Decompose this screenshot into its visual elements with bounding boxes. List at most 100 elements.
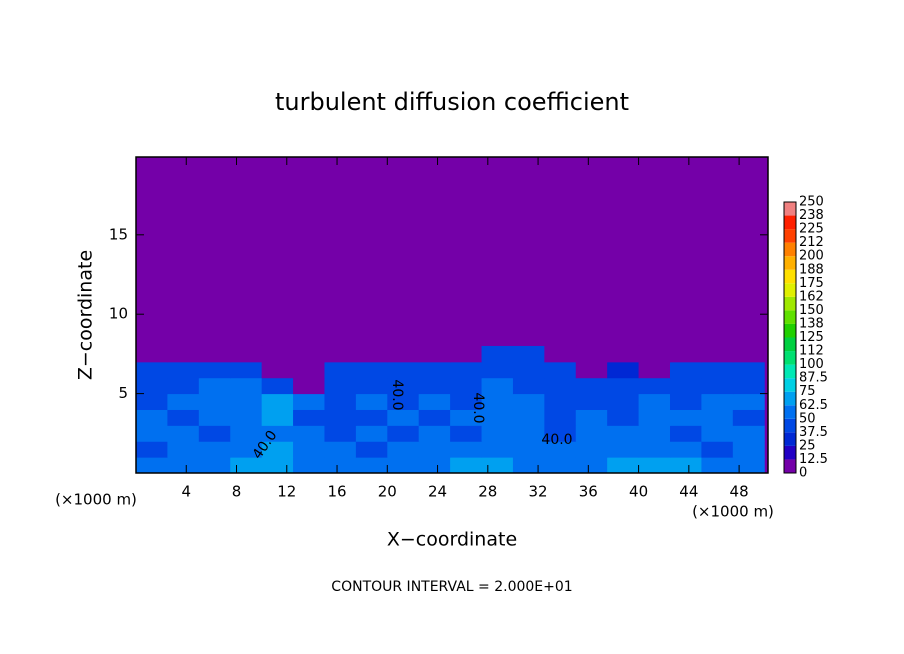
field-cell	[607, 393, 640, 410]
field-cell	[607, 409, 640, 426]
field-cell	[167, 377, 200, 395]
field-cell	[607, 361, 640, 379]
field-cell	[230, 441, 263, 458]
colorbar-label: 62.5	[799, 398, 828, 413]
field-cell	[481, 345, 514, 363]
field-cell	[355, 457, 388, 474]
field-cell	[387, 457, 420, 474]
field-cell	[512, 441, 545, 458]
field-cell	[293, 425, 325, 442]
colorbar-label: 125	[799, 330, 824, 345]
field-cell	[261, 409, 294, 426]
x-tick-label: 32	[529, 483, 548, 501]
x-tick-label: 12	[277, 483, 296, 501]
colorbar-segment	[784, 323, 796, 338]
field-cell	[450, 441, 483, 458]
field-cell	[418, 377, 451, 395]
field-cell	[324, 441, 357, 458]
field-cell	[638, 361, 671, 379]
field-cell	[324, 409, 357, 426]
colorbar-segment	[784, 215, 796, 230]
field-cell	[638, 393, 671, 410]
colorbar-label: 50	[799, 411, 816, 426]
colorbar-label: 238	[799, 208, 824, 223]
field-cell	[136, 441, 168, 458]
y-tick-label: 15	[109, 225, 128, 243]
x-tick-label: 44	[679, 483, 698, 501]
colorbar-label: 175	[799, 276, 824, 291]
colorbar-segment	[784, 269, 796, 284]
field-cell	[230, 409, 263, 426]
colorbar-segment	[784, 459, 796, 473]
field-cell	[418, 457, 451, 474]
colorbar-label: 138	[799, 316, 824, 331]
field-cell	[544, 441, 577, 458]
colorbar-label: 12.5	[799, 452, 828, 467]
field-cell	[701, 393, 734, 410]
field-cell	[607, 425, 640, 442]
x-tick-label: 24	[428, 483, 447, 501]
y-tick-label: 10	[109, 305, 128, 323]
plot-frame	[135, 156, 769, 474]
colorbar-segment	[784, 445, 796, 460]
field-cell	[198, 425, 231, 442]
field-cell	[293, 441, 325, 458]
x-tick-label: 8	[232, 483, 242, 501]
field-cell	[512, 377, 545, 395]
field-cell	[544, 377, 577, 395]
field-cell	[575, 409, 608, 426]
field-cell	[669, 345, 702, 363]
field-cell	[355, 393, 388, 410]
field-cell	[607, 345, 640, 363]
colorbar-label: 100	[799, 357, 824, 372]
colorbar-segment	[784, 391, 796, 406]
field-cell	[450, 361, 483, 379]
field-cell	[544, 425, 577, 442]
field-cell	[701, 377, 734, 395]
field-cell	[167, 441, 200, 458]
colorbar-segment	[784, 337, 796, 352]
field-cell	[230, 425, 263, 442]
field-cell	[355, 425, 388, 442]
field-cell	[167, 457, 200, 474]
field-cell	[167, 409, 200, 426]
colorbar-segment	[784, 364, 796, 379]
field-cell	[198, 361, 231, 379]
field-cell	[481, 457, 514, 474]
field-cell	[575, 345, 608, 363]
field-cell	[638, 409, 671, 426]
colorbar-label: 112	[799, 344, 824, 359]
colorbar-label: 162	[799, 289, 824, 304]
field-cell	[669, 425, 702, 442]
field-cell	[544, 361, 577, 379]
field-cell	[418, 393, 451, 410]
contour-label: 40.0	[541, 432, 572, 448]
field-cell	[512, 345, 545, 363]
field-cell	[607, 457, 640, 474]
field-cell	[732, 457, 765, 474]
y-unit: (×1000 m)	[55, 491, 137, 509]
field-cell	[324, 361, 357, 379]
field-cell	[450, 345, 483, 363]
y-axis-label: Z−coordinate	[75, 250, 97, 380]
field-cell	[450, 377, 483, 395]
colorbar-segment	[784, 256, 796, 270]
x-tick-label: 4	[181, 483, 191, 501]
colorbar-segment	[784, 405, 796, 419]
field-cell	[418, 345, 451, 363]
field-cell	[544, 409, 577, 426]
field-cell	[575, 393, 608, 410]
field-cell	[732, 377, 765, 395]
field-cell	[261, 425, 294, 442]
colorbar-segment	[784, 296, 796, 311]
field-cell	[732, 361, 765, 379]
colorbar-segment	[784, 378, 796, 392]
field-cell	[638, 457, 671, 474]
field-cell	[512, 361, 545, 379]
field-cell	[230, 393, 263, 410]
field-cell	[481, 425, 514, 442]
field-cell	[512, 425, 545, 442]
field-cell	[544, 457, 577, 474]
field-cell	[732, 345, 765, 363]
